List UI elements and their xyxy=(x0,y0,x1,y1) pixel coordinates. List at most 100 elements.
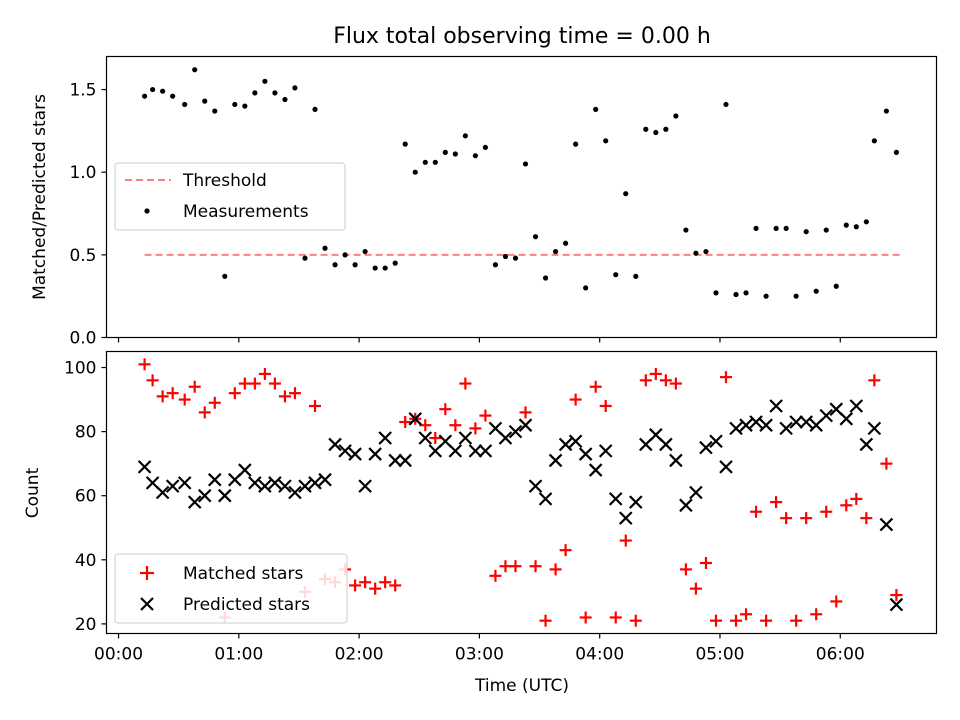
top-legend: Threshold Measurements xyxy=(114,162,346,231)
matched-stars-point xyxy=(850,492,863,505)
matched-stars-point xyxy=(559,544,572,557)
predicted-stars-point xyxy=(689,485,703,500)
predicted-stars-point xyxy=(348,447,362,461)
predicted-stars-point xyxy=(679,498,693,513)
measurement-point xyxy=(763,293,769,299)
predicted-stars-point xyxy=(719,460,733,474)
measurement-point xyxy=(863,219,869,225)
matched-stars-point xyxy=(449,419,462,432)
matched-stars-point xyxy=(679,563,692,576)
bottom-y-axis-label: Count xyxy=(23,467,43,518)
predicted-stars-point xyxy=(308,476,322,490)
measurement-point xyxy=(552,248,559,255)
matched-stars-point xyxy=(579,611,592,624)
bottom-legend-box xyxy=(114,553,348,624)
matched-stars-point xyxy=(689,582,702,595)
measurement-point xyxy=(432,159,438,165)
matched-stars-point xyxy=(709,614,722,627)
matched-stars-point xyxy=(820,505,833,518)
matched-stars-point xyxy=(419,419,432,432)
measurement-point xyxy=(733,291,739,298)
matched-stars-point xyxy=(589,380,602,393)
predicted-stars-point xyxy=(155,485,170,500)
threshold-legend-label: Threshold xyxy=(182,171,267,191)
measurement-point xyxy=(853,224,859,230)
predicted-stars-point xyxy=(749,415,763,429)
matched-stars-point xyxy=(800,512,813,525)
measurement-point xyxy=(170,93,176,99)
predicted-stars-point xyxy=(889,597,904,612)
measurement-point xyxy=(833,283,839,289)
measurement-point xyxy=(793,293,799,299)
predicted-stars-point xyxy=(398,453,412,468)
predicted-stars-point xyxy=(218,488,232,503)
measurement-point xyxy=(573,141,579,147)
matched-stars-point xyxy=(740,608,753,621)
predicted-stars-point xyxy=(498,431,513,445)
predicted-stars-point xyxy=(799,415,813,429)
predicted-stars-point xyxy=(568,434,583,449)
bottom-x-axis-label: Time (UTC) xyxy=(474,676,569,696)
measurement-point xyxy=(823,227,829,233)
predicted-stars-point xyxy=(548,453,563,468)
measurement-point xyxy=(442,149,448,155)
measurement-point xyxy=(653,129,659,136)
matched-stars-point xyxy=(429,432,442,445)
measurements-legend-swatch xyxy=(144,208,150,214)
predicted-stars-point xyxy=(769,399,783,413)
measurement-point xyxy=(623,191,629,197)
measurement-point xyxy=(402,141,408,147)
measurement-point xyxy=(302,255,308,261)
measurement-point xyxy=(813,288,819,294)
matched-stars-point xyxy=(539,614,552,627)
predicted-stars-point xyxy=(859,437,874,452)
matched-stars-point xyxy=(499,560,512,573)
predicted-stars-point xyxy=(318,472,332,487)
measurement-point xyxy=(583,285,589,291)
predicted-stars-point xyxy=(207,472,222,487)
predicted-stars-point xyxy=(288,485,302,500)
measurement-point xyxy=(232,101,238,108)
predicted-stars-point xyxy=(839,412,854,426)
matched-stars-point xyxy=(309,399,322,412)
matched-stars-point xyxy=(619,534,632,547)
predicted-stars-point xyxy=(709,434,723,449)
bottom-plot-area xyxy=(137,358,904,627)
measurement-point xyxy=(482,144,489,151)
matched-stars-point xyxy=(669,377,682,390)
predicted-stars-point xyxy=(867,421,882,436)
matched-stars-point xyxy=(389,579,402,592)
matched-stars-point xyxy=(138,358,151,371)
predicted-stars-point xyxy=(558,437,573,452)
matched-stars-point xyxy=(258,367,271,380)
measurement-point xyxy=(352,262,358,268)
measurement-point xyxy=(362,248,368,255)
predicted-stars-point xyxy=(588,463,603,477)
predicted-stars-legend-swatch xyxy=(140,597,154,611)
matched-stars-point xyxy=(489,569,502,582)
measurement-point xyxy=(683,227,689,233)
measurement-point xyxy=(252,90,258,96)
predicted-stars-point xyxy=(659,437,673,452)
top-y-tick-label: 0.0 xyxy=(69,329,96,349)
matched-stars-point xyxy=(549,563,562,576)
matched-stars-point xyxy=(238,377,251,390)
measurement-point xyxy=(382,265,388,271)
matched-stars-point xyxy=(868,374,881,387)
matched-stars-point xyxy=(248,377,261,390)
top-plot-area xyxy=(141,67,901,299)
bottom-y-tick-label: 40 xyxy=(75,551,97,571)
top-axes-frame xyxy=(105,55,938,339)
measurement-point xyxy=(663,126,669,132)
predicted-stars-point xyxy=(197,488,212,503)
matched-stars-point xyxy=(278,390,291,403)
x-tick-label: 00:00 xyxy=(94,645,143,665)
measurement-point xyxy=(512,255,519,261)
measurement-point xyxy=(452,151,458,157)
predicted-stars-point xyxy=(779,421,793,436)
top-chart-title: Flux total observing time = 0.00 h xyxy=(333,24,711,49)
matched-stars-point xyxy=(719,371,732,384)
bottom-y-tick-label: 100 xyxy=(64,359,96,379)
measurement-point xyxy=(871,138,877,144)
